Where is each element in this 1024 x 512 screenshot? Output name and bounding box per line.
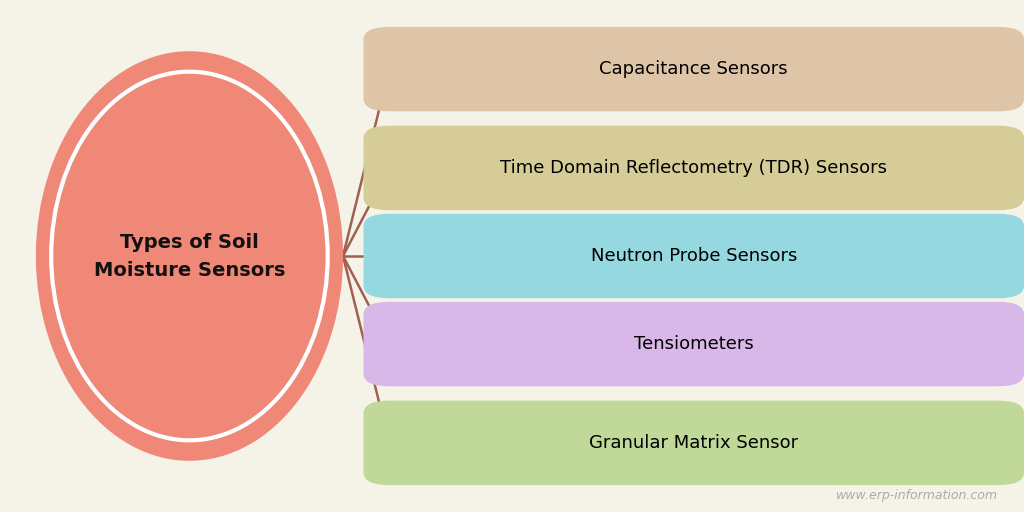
Ellipse shape: [51, 72, 328, 440]
Text: Types of Soil
Moisture Sensors: Types of Soil Moisture Sensors: [94, 232, 285, 280]
FancyBboxPatch shape: [364, 400, 1024, 485]
Text: www.erp-information.com: www.erp-information.com: [837, 489, 998, 502]
Ellipse shape: [36, 51, 343, 461]
Text: Tensiometers: Tensiometers: [634, 335, 754, 353]
FancyBboxPatch shape: [364, 214, 1024, 298]
FancyBboxPatch shape: [364, 27, 1024, 112]
Text: Neutron Probe Sensors: Neutron Probe Sensors: [591, 247, 797, 265]
Text: Capacitance Sensors: Capacitance Sensors: [599, 60, 788, 78]
FancyBboxPatch shape: [364, 125, 1024, 210]
Text: Time Domain Reflectometry (TDR) Sensors: Time Domain Reflectometry (TDR) Sensors: [501, 159, 887, 177]
FancyBboxPatch shape: [364, 302, 1024, 386]
Text: Granular Matrix Sensor: Granular Matrix Sensor: [589, 434, 799, 452]
